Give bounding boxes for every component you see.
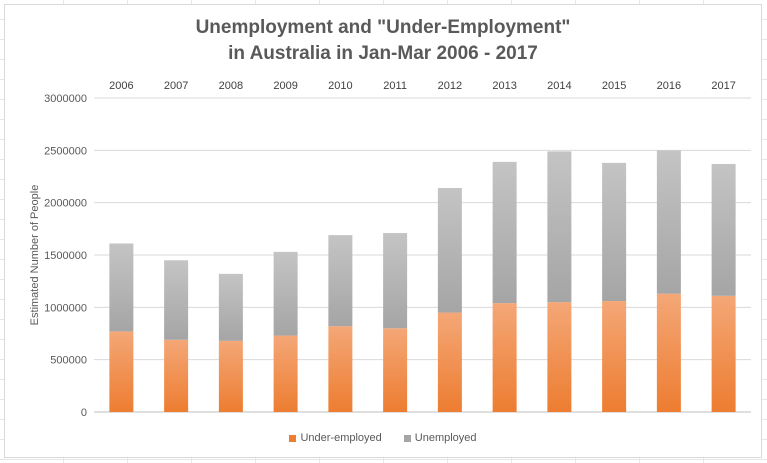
chart-title-line-2: in Australia in Jan-Mar 2006 - 2017 xyxy=(228,43,538,64)
x-tick-label: 2006 xyxy=(109,80,133,92)
x-tick-label: 2010 xyxy=(328,80,352,92)
y-tick-label: 0 xyxy=(81,407,87,419)
bar-under-employed xyxy=(218,340,243,412)
bar-unemployed xyxy=(547,151,572,303)
plot-area: 0 500000 1000000 1500000 2000000 2500000 30000… xyxy=(29,80,751,419)
x-tick-label: 2015 xyxy=(602,80,626,92)
chart-title-line-1: Unemployment and "Under-Employment" xyxy=(195,17,571,38)
bar-under-employed xyxy=(273,335,298,412)
bar-unemployed xyxy=(273,251,298,336)
bar-under-employed xyxy=(109,331,134,412)
bar-under-employed xyxy=(383,328,408,412)
x-tick-label: 2012 xyxy=(438,80,462,92)
bar-unemployed xyxy=(492,161,517,304)
y-tick-label: 3000000 xyxy=(44,93,87,105)
y-tick-label: 2000000 xyxy=(44,198,87,210)
chart-title: Unemployment and "Under-Employment" in A… xyxy=(5,15,761,67)
x-tick-label: 2014 xyxy=(547,80,571,92)
x-tick-label: 2013 xyxy=(492,80,516,92)
y-tick-label: 2500000 xyxy=(44,145,87,157)
bar-unemployed xyxy=(218,273,243,341)
x-tick-label: 2009 xyxy=(273,80,297,92)
bar-under-employed xyxy=(164,339,189,412)
y-tick-label: 1500000 xyxy=(44,250,87,262)
bar-under-employed xyxy=(328,326,353,412)
bar-unemployed xyxy=(437,188,462,313)
x-tick-label: 2016 xyxy=(657,80,681,92)
bar-unemployed xyxy=(602,162,627,302)
bar-unemployed xyxy=(711,163,736,296)
bar-unemployed xyxy=(109,243,134,332)
bar-unemployed xyxy=(383,233,408,329)
legend[interactable]: Under-employed Unemployed xyxy=(5,432,761,444)
bar-unemployed xyxy=(164,260,189,340)
legend-label-under-employed: Under-employed xyxy=(300,432,382,444)
x-tick-label: 2007 xyxy=(164,80,188,92)
x-tick-label: 2008 xyxy=(219,80,243,92)
bar-under-employed xyxy=(711,295,736,412)
chart-area[interactable]: Unemployment and "Under-Employment" in A… xyxy=(4,4,762,458)
legend-item-unemployed[interactable]: Unemployed xyxy=(403,432,477,444)
legend-swatch-unemployed xyxy=(403,434,411,442)
bar-under-employed xyxy=(437,312,462,412)
x-tick-label: 2017 xyxy=(711,80,735,92)
bar-unemployed xyxy=(328,235,353,327)
legend-label-unemployed: Unemployed xyxy=(414,432,477,444)
legend-swatch-under-employed xyxy=(289,434,297,442)
y-axis-title: Estimated Number of People xyxy=(29,185,41,326)
x-tick-label: 2011 xyxy=(383,80,407,92)
y-tick-label: 500000 xyxy=(50,355,87,367)
bar-under-employed xyxy=(602,301,627,412)
bar-unemployed xyxy=(656,150,681,294)
legend-item-under-employed[interactable]: Under-employed xyxy=(289,432,382,444)
bar-under-employed xyxy=(547,302,572,412)
bar-under-employed xyxy=(656,293,681,412)
y-tick-label: 1000000 xyxy=(44,302,87,314)
bar-under-employed xyxy=(492,303,517,412)
